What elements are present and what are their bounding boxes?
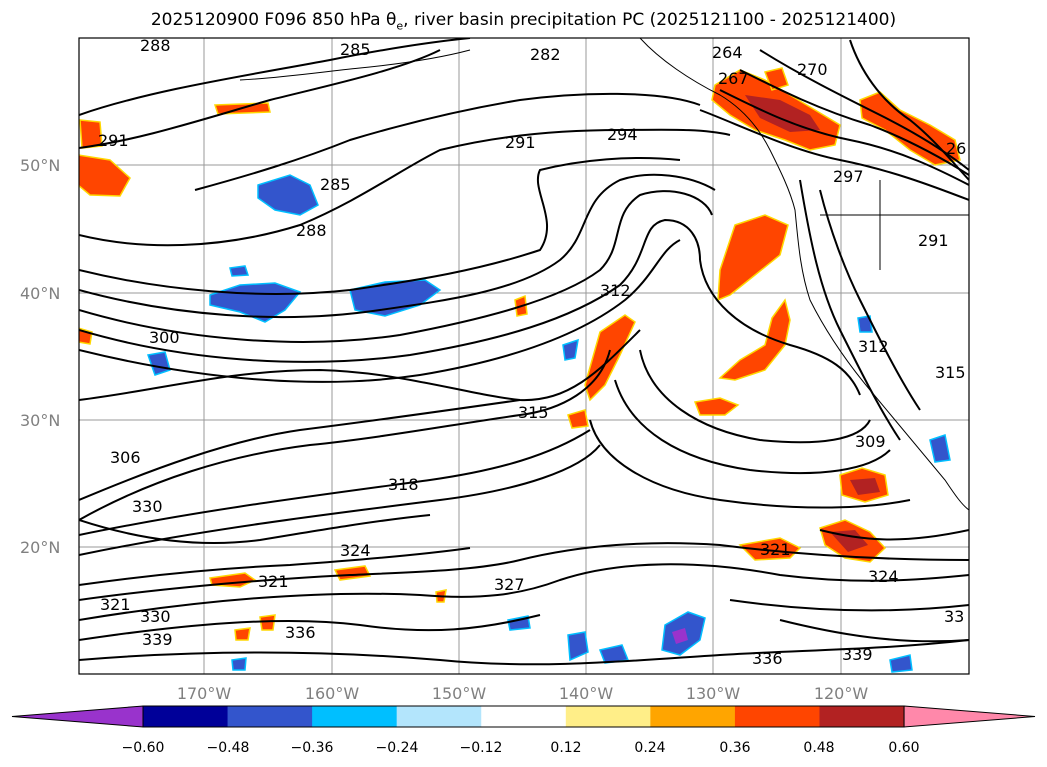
- contour-label: 294: [607, 125, 638, 144]
- colorbar-tick-label: 0.24: [634, 740, 665, 756]
- contour-label: 267: [718, 69, 749, 88]
- lat-tick-label: 30°N: [20, 411, 60, 430]
- contour-label: 309: [855, 432, 886, 451]
- colorbar-outline: [142, 705, 905, 728]
- colorbar-tick-label: −0.36: [291, 740, 334, 756]
- colorbar-ticks: −0.60 −0.48 −0.36 −0.24 −0.12 0.12 0.24 …: [122, 740, 920, 756]
- contour-label: 327: [494, 575, 525, 594]
- colorbar-tick-label: −0.48: [207, 740, 250, 756]
- contour-label: 291: [918, 231, 949, 250]
- lon-tick-label: 140°W: [559, 684, 614, 703]
- colorbar-swatch: [396, 706, 482, 727]
- contour-label: 324: [340, 541, 371, 560]
- colorbar-swatch: [143, 706, 229, 727]
- colorbar-swatch: [312, 706, 398, 727]
- contour-label: 291: [98, 131, 129, 150]
- contour-label: 285: [340, 40, 371, 59]
- contour-label: 315: [518, 403, 549, 422]
- contour-label: 300: [149, 328, 180, 347]
- negative-precip-patches: [147, 174, 951, 673]
- contour-labels: 288 285 282 264 267 270 291 294 297 285 …: [98, 36, 966, 668]
- contour-label: 312: [600, 281, 631, 300]
- colorbar-swatch: [481, 706, 567, 727]
- colorbar-swatch: [650, 706, 736, 727]
- colorbar: [11, 705, 1036, 728]
- contour-label: 264: [712, 43, 743, 62]
- contour-label: 33: [944, 607, 964, 626]
- map-frame: [78, 37, 970, 675]
- colorbar-tick-label: −0.12: [460, 740, 503, 756]
- lat-tick-label: 50°N: [20, 156, 60, 175]
- colorbar-tick-label: 0.48: [803, 740, 834, 756]
- contour-label: 339: [142, 630, 173, 649]
- contour-label: 339: [842, 645, 873, 664]
- colorbar-swatch: [819, 706, 905, 727]
- lat-tick-label: 40°N: [20, 284, 60, 303]
- lon-tick-label: 150°W: [432, 684, 487, 703]
- contour-label: 336: [752, 649, 783, 668]
- colorbar-swatch: [734, 706, 820, 727]
- colorbar-tick-label: 0.36: [719, 740, 750, 756]
- colorbar-tick-label: −0.24: [376, 740, 419, 756]
- lon-tick-label: 130°W: [686, 684, 741, 703]
- contour-label: 270: [797, 60, 828, 79]
- longitude-ticks: 170°W 160°W 150°W 140°W 130°W 120°W: [177, 684, 869, 703]
- contour-label: 321: [100, 595, 131, 614]
- map-title: 2025120900 F096 850 hPa θe, river basin …: [150, 10, 897, 33]
- contour-label: 324: [868, 567, 899, 586]
- colorbar-tick-label: −0.60: [122, 740, 165, 756]
- contour-label: 26: [946, 139, 966, 158]
- contour-label: 312: [858, 337, 889, 356]
- contour-label: 285: [320, 175, 351, 194]
- lon-tick-label: 120°W: [814, 684, 869, 703]
- contour-label: 315: [935, 363, 966, 382]
- contour-label: 318: [388, 475, 419, 494]
- contour-label: 321: [760, 540, 791, 559]
- colorbar-tick-label: 0.12: [550, 740, 581, 756]
- lon-tick-label: 160°W: [305, 684, 360, 703]
- colorbar-extension-low: [11, 705, 144, 728]
- contour-label: 330: [140, 607, 171, 626]
- contour-label: 330: [132, 497, 163, 516]
- lon-tick-label: 170°W: [177, 684, 232, 703]
- contour-label: 336: [285, 623, 316, 642]
- contour-label: 288: [296, 221, 327, 240]
- contour-label: 288: [140, 36, 171, 55]
- contour-label: 306: [110, 448, 141, 467]
- lat-tick-label: 20°N: [20, 538, 60, 557]
- colorbar-tick-label: 0.60: [888, 740, 919, 756]
- theta-e-contours: [79, 38, 969, 666]
- colorbar-swatch: [565, 706, 651, 727]
- contour-label: 282: [530, 45, 561, 64]
- colorbar-swatch: [227, 706, 313, 727]
- contour-label: 297: [833, 167, 864, 186]
- contour-label: 291: [505, 133, 536, 152]
- contour-label: 321: [258, 572, 289, 591]
- colorbar-extension-high: [903, 705, 1036, 728]
- latitude-ticks: 20°N 30°N 40°N 50°N: [20, 156, 60, 557]
- coastlines: [239, 38, 969, 511]
